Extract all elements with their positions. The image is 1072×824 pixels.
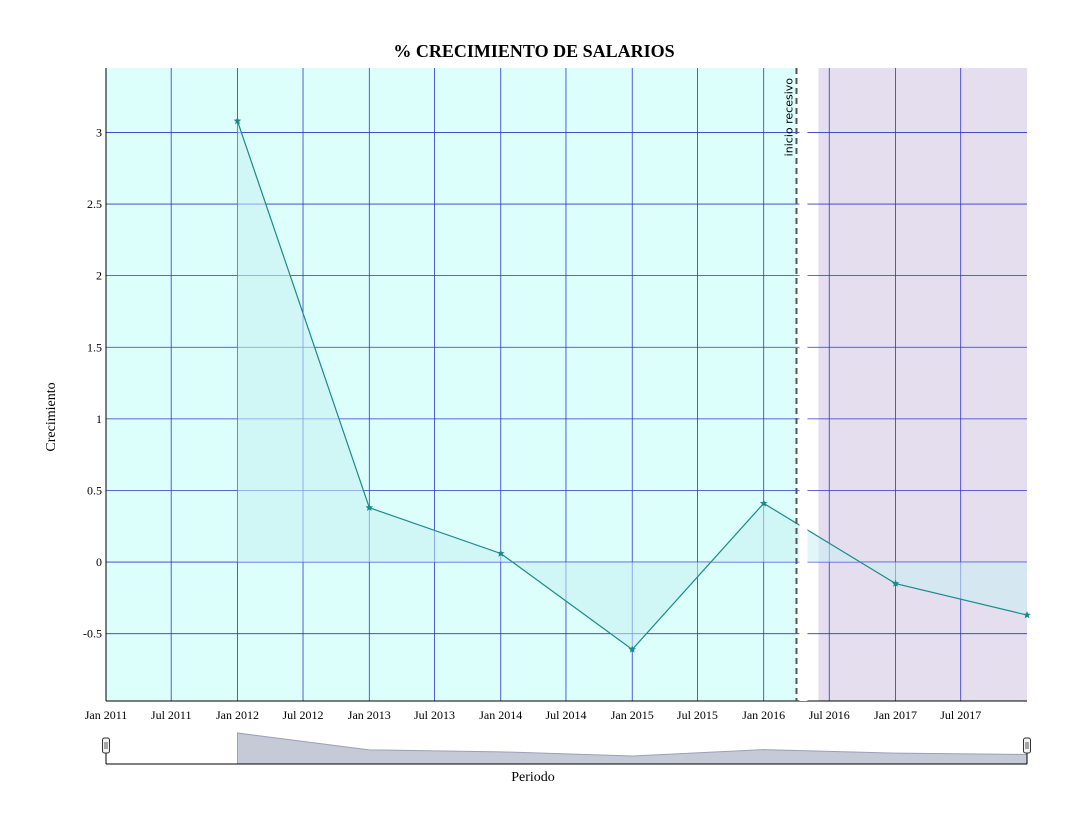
x-tick-label: Jan 2013 xyxy=(348,708,391,722)
data-point xyxy=(759,499,768,507)
y-axis-ticks: 3 2.5 2 1.5 1 0.5 0 -0.5 xyxy=(83,125,102,640)
data-point xyxy=(1023,611,1031,619)
chart-title: % CRECIMIENTO DE SALARIOS xyxy=(393,41,674,61)
x-axis-label: Periodo xyxy=(511,770,555,785)
y-tick-label: 1.5 xyxy=(87,340,102,354)
x-tick-label: Jan 2017 xyxy=(874,708,917,722)
x-tick-label: Jul 2015 xyxy=(677,708,718,722)
x-tick-label: Jan 2014 xyxy=(479,708,522,722)
x-tick-label: Jan 2012 xyxy=(216,708,259,722)
y-tick-label: 2.5 xyxy=(87,197,102,211)
data-point xyxy=(496,549,505,557)
plot-band-1 xyxy=(106,68,797,701)
y-tick-label: 2 xyxy=(96,269,102,283)
x-tick-label: Jan 2015 xyxy=(611,708,654,722)
x-tick-label: Jul 2012 xyxy=(283,708,324,722)
x-tick-label: Jan 2016 xyxy=(742,708,785,722)
annotation-label: inicio recesivo xyxy=(782,78,795,157)
x-tick-label: Jul 2016 xyxy=(809,708,850,722)
series-markers xyxy=(233,116,1031,653)
navigator-right-handle[interactable] xyxy=(1023,737,1031,754)
x-tick-label: Jan 2011 xyxy=(85,708,128,722)
data-point xyxy=(891,579,900,587)
data-point xyxy=(365,503,374,511)
recession-annotation: inicio recesivo xyxy=(782,68,808,701)
navigator-left-handle[interactable] xyxy=(102,737,110,754)
data-point xyxy=(233,116,242,125)
annotation-gap xyxy=(799,68,808,701)
y-tick-label: 0 xyxy=(96,555,102,569)
x-tick-label: Jul 2017 xyxy=(940,708,981,722)
x-axis-ticks: Jan 2011 Jul 2011 Jan 2012 Jul 2012 Jan 2013… xyxy=(85,708,982,722)
navigator-series xyxy=(236,732,1028,765)
y-tick-label: 1 xyxy=(96,412,102,426)
x-tick-label: Jul 2013 xyxy=(414,708,455,722)
y-axis-label: Crecimiento xyxy=(44,382,59,451)
y-tick-label: -0.5 xyxy=(83,627,102,641)
range-navigator[interactable] xyxy=(102,732,1031,765)
data-point xyxy=(628,645,637,653)
x-tick-label: Jul 2011 xyxy=(151,708,192,722)
y-tick-label: 0.5 xyxy=(87,483,102,497)
plot-bands xyxy=(106,68,1027,701)
y-tick-label: 3 xyxy=(96,125,102,139)
x-tick-label: Jul 2014 xyxy=(545,708,586,722)
